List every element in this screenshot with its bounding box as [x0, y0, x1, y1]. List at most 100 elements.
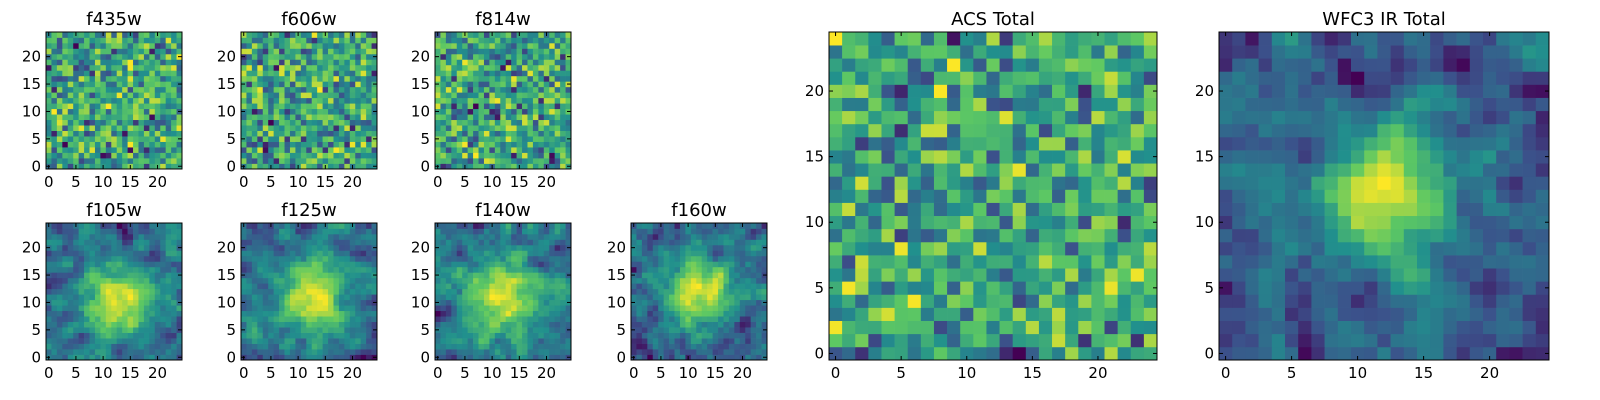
heatmap-cell	[322, 103, 329, 110]
heatmap-cell	[1078, 163, 1092, 177]
heatmap-cell	[511, 321, 517, 328]
heatmap-cell	[51, 305, 58, 312]
heatmap-cell	[511, 316, 517, 322]
heatmap-cell	[483, 327, 490, 333]
heatmap-cell	[467, 130, 474, 137]
heatmap-cell	[284, 42, 291, 49]
heatmap-cell	[522, 310, 528, 317]
heatmap-cell	[176, 92, 183, 99]
heatmap-cell	[511, 266, 517, 273]
heatmap-cell	[511, 141, 517, 148]
heatmap-cell	[160, 141, 167, 148]
heatmap-cell	[311, 48, 318, 55]
heatmap-cell	[761, 321, 768, 328]
heatmap-cell	[160, 59, 167, 66]
heatmap-cell	[679, 305, 686, 312]
heatmap-cell	[251, 239, 258, 246]
heatmap-cell	[246, 233, 253, 240]
heatmap-cell	[355, 354, 362, 361]
heatmap-cell	[663, 266, 670, 273]
heatmap-cell	[1012, 294, 1027, 308]
heatmap-cell	[78, 305, 85, 312]
heatmap-cell	[745, 354, 752, 361]
heatmap-cell	[696, 223, 703, 229]
heatmap-cell	[445, 239, 452, 246]
heatmap-cell	[273, 261, 280, 268]
heatmap-cell	[273, 299, 280, 306]
heatmap-cell	[712, 233, 719, 240]
heatmap-cell	[920, 189, 935, 203]
heatmap-cell	[111, 59, 118, 66]
heatmap-cell	[317, 53, 323, 60]
heatmap-cell	[67, 349, 74, 355]
heatmap-cell	[143, 92, 150, 99]
heatmap-cell	[322, 244, 329, 251]
heatmap-cell	[855, 202, 869, 217]
heatmap-cell	[505, 119, 512, 126]
heatmap-cell	[456, 64, 463, 71]
heatmap-cell	[268, 81, 274, 88]
heatmap-cell	[273, 277, 280, 284]
heatmap-cell	[51, 97, 58, 104]
heatmap-cell	[241, 114, 247, 121]
heatmap-cell	[685, 310, 692, 317]
heatmap-cell	[149, 130, 156, 137]
heatmap-cell	[554, 244, 561, 251]
heatmap-cell	[532, 354, 539, 361]
heatmap-cell	[451, 114, 458, 121]
heatmap-cell	[338, 349, 345, 355]
heatmap-cell	[251, 125, 258, 131]
heatmap-cell	[176, 310, 183, 317]
heatmap-cell	[311, 108, 318, 115]
heatmap-cell	[246, 228, 253, 235]
heatmap-cell	[1117, 320, 1132, 335]
heatmap-cell	[483, 294, 490, 301]
heatmap-cell	[685, 228, 692, 235]
heatmap-cell	[739, 228, 746, 235]
heatmap-cell	[360, 305, 367, 312]
heatmap-cell	[494, 125, 501, 131]
heatmap-cell	[311, 233, 318, 240]
heatmap-cell	[1038, 215, 1053, 230]
heatmap-cell	[920, 255, 935, 269]
heatmap-cell	[122, 147, 128, 153]
heatmap-cell	[712, 239, 719, 246]
heatmap-cell	[78, 158, 85, 164]
heatmap-cell	[973, 255, 987, 269]
heatmap-cell	[560, 316, 566, 322]
heatmap-cell	[440, 70, 447, 77]
heatmap-cell	[532, 92, 539, 99]
heatmap-cell	[960, 307, 974, 321]
heatmap-cell	[739, 255, 746, 262]
heatmap-cell	[505, 261, 512, 268]
heatmap-cell	[295, 136, 302, 142]
heatmap-cell	[100, 119, 107, 126]
heatmap-cell	[322, 233, 329, 240]
heatmap-cell	[565, 233, 572, 240]
heatmap-cell	[268, 327, 274, 333]
heatmap-cell	[241, 338, 247, 344]
heatmap-cell	[707, 321, 713, 328]
heatmap-cell	[138, 299, 145, 306]
heatmap-cell	[489, 136, 496, 142]
heatmap-cell	[133, 277, 139, 284]
heatmap-cell	[154, 114, 161, 121]
heatmap-cell	[440, 64, 447, 71]
heatmap-cell	[745, 283, 752, 290]
heatmap-cell	[549, 42, 556, 49]
heatmap-cell	[317, 266, 323, 273]
heatmap-cell	[338, 338, 345, 344]
heatmap-cell	[947, 281, 961, 295]
heatmap-cell	[46, 103, 52, 110]
heatmap-cell	[355, 272, 362, 279]
heatmap-cell	[89, 163, 96, 170]
x-tick-label: 20	[537, 364, 556, 382]
heatmap-cell	[1143, 189, 1158, 203]
heatmap-cell	[685, 283, 692, 290]
heatmap-cell	[160, 86, 167, 93]
heatmap-cell	[67, 223, 74, 229]
heatmap-cell	[538, 158, 545, 164]
heatmap-cell	[532, 272, 539, 279]
heatmap-cell	[543, 332, 550, 339]
